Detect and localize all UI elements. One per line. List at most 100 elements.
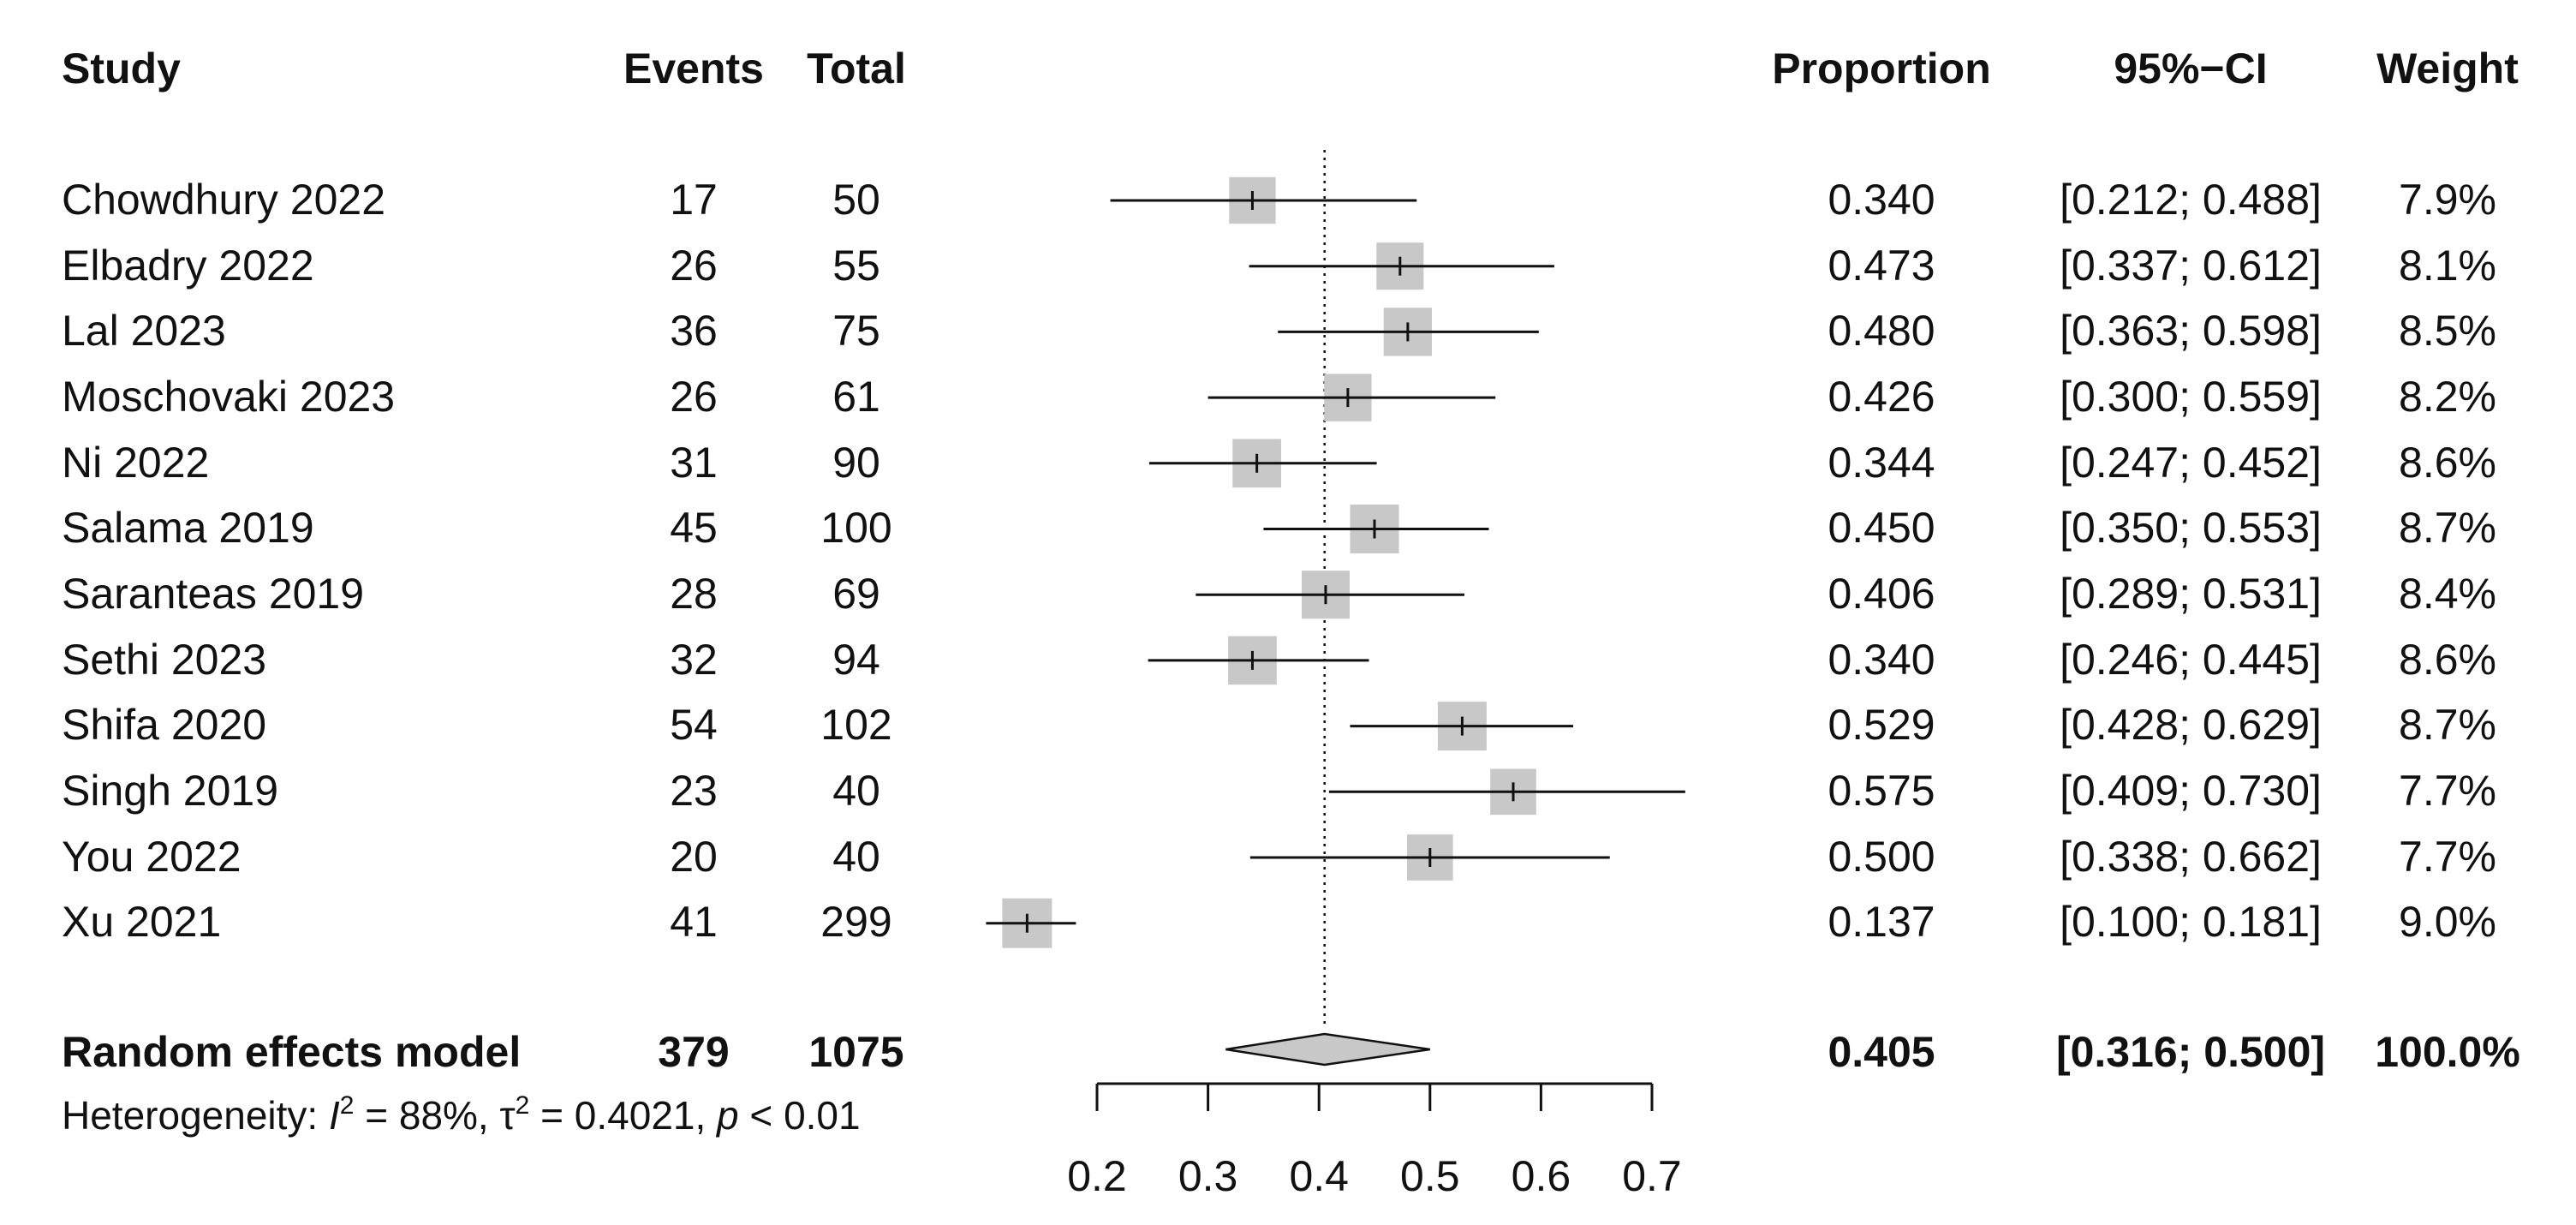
ci-value: [0.247; 0.452]: [2060, 439, 2322, 487]
study-label: Shifa 2020: [62, 701, 266, 749]
proportion-value: 0.529: [1828, 701, 1935, 749]
weight-value: 8.2%: [2399, 373, 2496, 421]
total-value: 100: [820, 504, 891, 552]
weight-value: 8.7%: [2399, 701, 2496, 749]
ci-value: [0.289; 0.531]: [2060, 570, 2322, 618]
total-value: 299: [820, 898, 891, 946]
summary-row: Random effects model 379 1075 0.405 [0.3…: [62, 1028, 2520, 1076]
total-value: 102: [820, 701, 891, 749]
ci-value: [0.100; 0.181]: [2060, 898, 2322, 946]
proportion-value: 0.426: [1828, 373, 1935, 421]
heterogeneity-text: Heterogeneity: I2 = 88%, τ2 = 0.4021, p …: [62, 1091, 861, 1138]
summary-proportion: 0.405: [1828, 1028, 1935, 1076]
total-value: 61: [832, 373, 880, 421]
weight-value: 8.6%: [2399, 636, 2496, 684]
axis-tick-label: 0.4: [1289, 1152, 1349, 1200]
table-row: Elbadry 2022 26 55 0.473 [0.337; 0.612] …: [62, 242, 2496, 290]
ci-value: [0.428; 0.629]: [2060, 701, 2322, 749]
ci-value: [0.363; 0.598]: [2060, 307, 2322, 355]
ci-value: [0.212; 0.488]: [2060, 176, 2322, 224]
proportion-value: 0.450: [1828, 504, 1935, 552]
proportion-value: 0.344: [1828, 439, 1935, 487]
table-row: Xu 2021 41 299 0.137 [0.100; 0.181] 9.0%: [62, 898, 2496, 946]
weight-value: 7.7%: [2399, 833, 2496, 881]
ci-value: [0.337; 0.612]: [2060, 242, 2322, 290]
study-label: Chowdhury 2022: [62, 176, 385, 224]
weight-value: 8.7%: [2399, 504, 2496, 552]
table-row: Saranteas 2019 28 69 0.406 [0.289; 0.531…: [62, 570, 2496, 618]
summary-label: Random effects model: [62, 1028, 521, 1076]
proportion-value: 0.500: [1828, 833, 1935, 881]
table-row: Shifa 2020 54 102 0.529 [0.428; 0.629] 8…: [62, 701, 2496, 749]
study-label: You 2022: [62, 833, 242, 881]
proportion-value: 0.340: [1828, 636, 1935, 684]
header-total: Total: [807, 45, 906, 93]
weight-value: 8.4%: [2399, 570, 2496, 618]
events-value: 28: [670, 570, 718, 618]
ci-value: [0.246; 0.445]: [2060, 636, 2322, 684]
summary-diamond: [1225, 1032, 1430, 1067]
study-label: Saranteas 2019: [62, 570, 364, 618]
table-row: Salama 2019 45 100 0.450 [0.350; 0.553] …: [62, 504, 2496, 552]
total-value: 94: [832, 636, 880, 684]
table-row: Moschovaki 2023 26 61 0.426 [0.300; 0.55…: [62, 373, 2496, 421]
table-row: Ni 2022 31 90 0.344 [0.247; 0.452] 8.6%: [62, 439, 2496, 487]
study-label: Sethi 2023: [62, 636, 266, 684]
events-value: 26: [670, 373, 718, 421]
axis-tick-label: 0.6: [1512, 1152, 1571, 1200]
total-value: 40: [832, 833, 880, 881]
header-weight: Weight: [2376, 45, 2519, 93]
axis-tick-label: 0.3: [1178, 1152, 1238, 1200]
proportion-value: 0.480: [1828, 307, 1935, 355]
events-value: 23: [670, 767, 718, 815]
events-value: 26: [670, 242, 718, 290]
total-value: 90: [832, 439, 880, 487]
table-row: Sethi 2023 32 94 0.340 [0.246; 0.445] 8.…: [62, 636, 2496, 684]
total-value: 50: [832, 176, 880, 224]
events-value: 32: [670, 636, 718, 684]
axis-tick-label: 0.7: [1622, 1152, 1682, 1200]
events-value: 54: [670, 701, 718, 749]
proportion-value: 0.575: [1828, 767, 1935, 815]
total-value: 55: [832, 242, 880, 290]
total-value: 69: [832, 570, 880, 618]
study-label: Elbadry 2022: [62, 242, 314, 290]
events-value: 41: [670, 898, 718, 946]
weight-value: 7.7%: [2399, 767, 2496, 815]
events-value: 36: [670, 307, 718, 355]
events-value: 17: [670, 176, 718, 224]
axis-tick-label: 0.2: [1067, 1152, 1127, 1200]
total-value: 40: [832, 767, 880, 815]
study-label: Ni 2022: [62, 439, 209, 487]
summary-diamond-group: [1225, 1032, 1430, 1067]
table-row: Lal 2023 36 75 0.480 [0.363; 0.598] 8.5%: [62, 307, 2496, 355]
study-label: Singh 2019: [62, 767, 278, 815]
summary-weight: 100.0%: [2375, 1028, 2520, 1076]
weight-value: 7.9%: [2399, 176, 2496, 224]
proportion-value: 0.340: [1828, 176, 1935, 224]
events-value: 20: [670, 833, 718, 881]
weight-value: 9.0%: [2399, 898, 2496, 946]
summary-total: 1075: [808, 1028, 903, 1076]
study-label: Salama 2019: [62, 504, 314, 552]
total-value: 75: [832, 307, 880, 355]
ci-value: [0.300; 0.559]: [2060, 373, 2322, 421]
axis-tick-label: 0.5: [1400, 1152, 1460, 1200]
ci-value: [0.350; 0.553]: [2060, 504, 2322, 552]
header-events: Events: [623, 45, 764, 93]
table-row: You 2022 20 40 0.500 [0.338; 0.662] 7.7%: [62, 833, 2496, 881]
summary-ci: [0.316; 0.500]: [2056, 1028, 2325, 1076]
study-marks: [986, 176, 1685, 948]
proportion-value: 0.406: [1828, 570, 1935, 618]
table-row: Chowdhury 2022 17 50 0.340 [0.212; 0.488…: [62, 176, 2496, 224]
header-ci: 95%−CI: [2114, 45, 2267, 93]
study-label: Xu 2021: [62, 898, 221, 946]
study-label: Lal 2023: [62, 307, 226, 355]
x-axis: 0.2 0.3 0.4 0.5 0.6 0.7: [1067, 1082, 1682, 1200]
proportion-value: 0.473: [1828, 242, 1935, 290]
proportion-value: 0.137: [1828, 898, 1935, 946]
weight-value: 8.1%: [2399, 242, 2496, 290]
header-study: Study: [62, 45, 181, 93]
ci-value: [0.338; 0.662]: [2060, 833, 2322, 881]
